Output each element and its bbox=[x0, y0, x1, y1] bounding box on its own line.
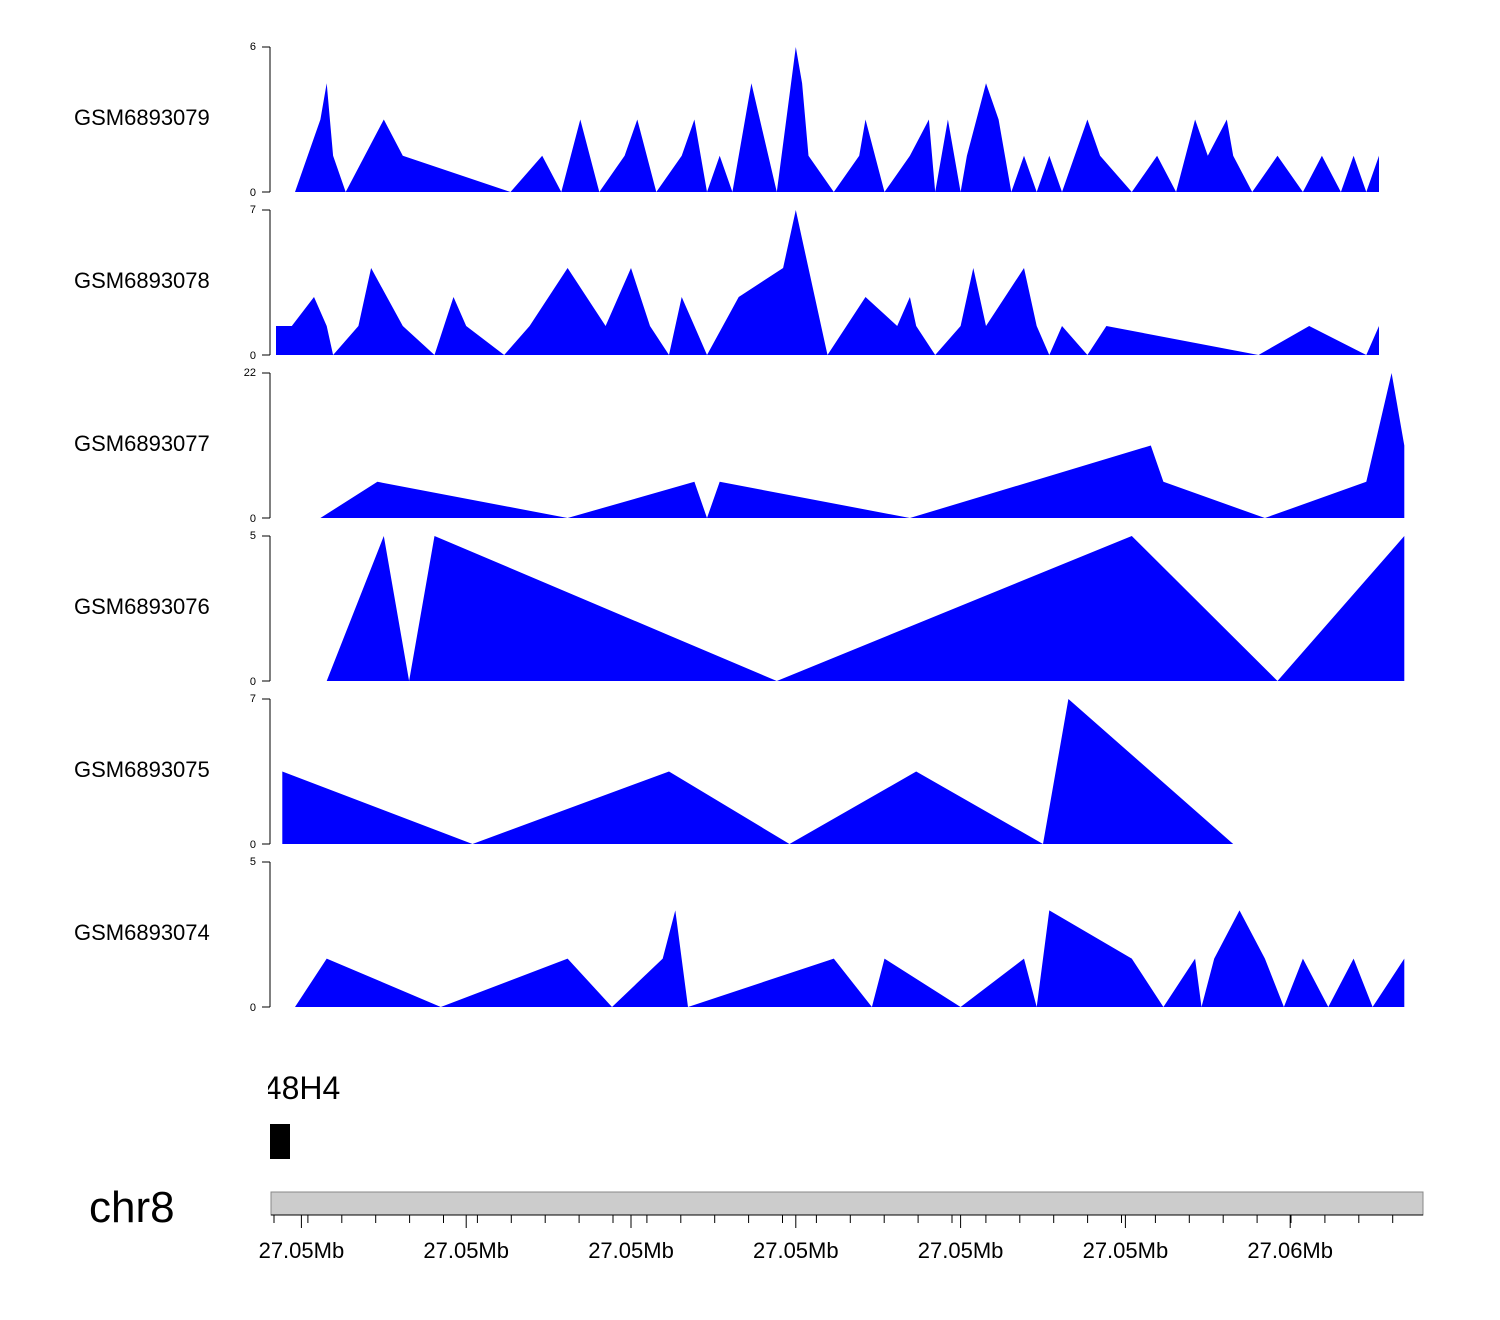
x-tick-label: 27.05Mb bbox=[1083, 1238, 1169, 1263]
y-tick-label: 0 bbox=[250, 676, 256, 688]
coverage-area bbox=[276, 210, 1379, 355]
y-tick-label: 5 bbox=[250, 530, 256, 542]
coverage-area bbox=[320, 373, 1405, 518]
chromosome-label: chr8 bbox=[89, 1183, 175, 1232]
y-tick-label: 0 bbox=[250, 187, 256, 199]
track-label: GSM6893076 bbox=[74, 594, 210, 619]
coverage-area bbox=[295, 47, 1379, 192]
gene-label: 548H4 bbox=[246, 1070, 340, 1106]
track-label: GSM6893074 bbox=[74, 920, 210, 945]
y-tick-label: 5 bbox=[250, 856, 256, 868]
gene-block bbox=[270, 1124, 290, 1159]
chromosome-bar bbox=[270, 1191, 1424, 1216]
track-label: GSM6893075 bbox=[74, 757, 210, 782]
y-tick-label: 7 bbox=[250, 693, 256, 705]
coverage-area bbox=[295, 910, 1405, 1007]
y-tick-label: 6 bbox=[250, 41, 256, 53]
y-tick-label: 0 bbox=[250, 350, 256, 362]
track-label: GSM6893078 bbox=[74, 268, 210, 293]
x-tick-label: 27.06Mb bbox=[1247, 1238, 1333, 1263]
coverage-area bbox=[326, 536, 1405, 681]
x-tick-label: 27.05Mb bbox=[588, 1238, 674, 1263]
track-label: GSM6893077 bbox=[74, 431, 210, 456]
y-tick-label: 0 bbox=[250, 1002, 256, 1014]
y-tick-label: 7 bbox=[250, 204, 256, 216]
x-tick-label: 27.05Mb bbox=[423, 1238, 509, 1263]
y-tick-label: 0 bbox=[250, 513, 256, 525]
x-tick-label: 27.05Mb bbox=[259, 1238, 345, 1263]
coverage-area bbox=[282, 699, 1234, 844]
y-tick-label: 0 bbox=[250, 839, 256, 851]
y-tick-label: 22 bbox=[244, 367, 256, 379]
x-tick-label: 27.05Mb bbox=[918, 1238, 1004, 1263]
x-tick-label: 27.05Mb bbox=[753, 1238, 839, 1263]
track-label: GSM6893079 bbox=[74, 105, 210, 130]
